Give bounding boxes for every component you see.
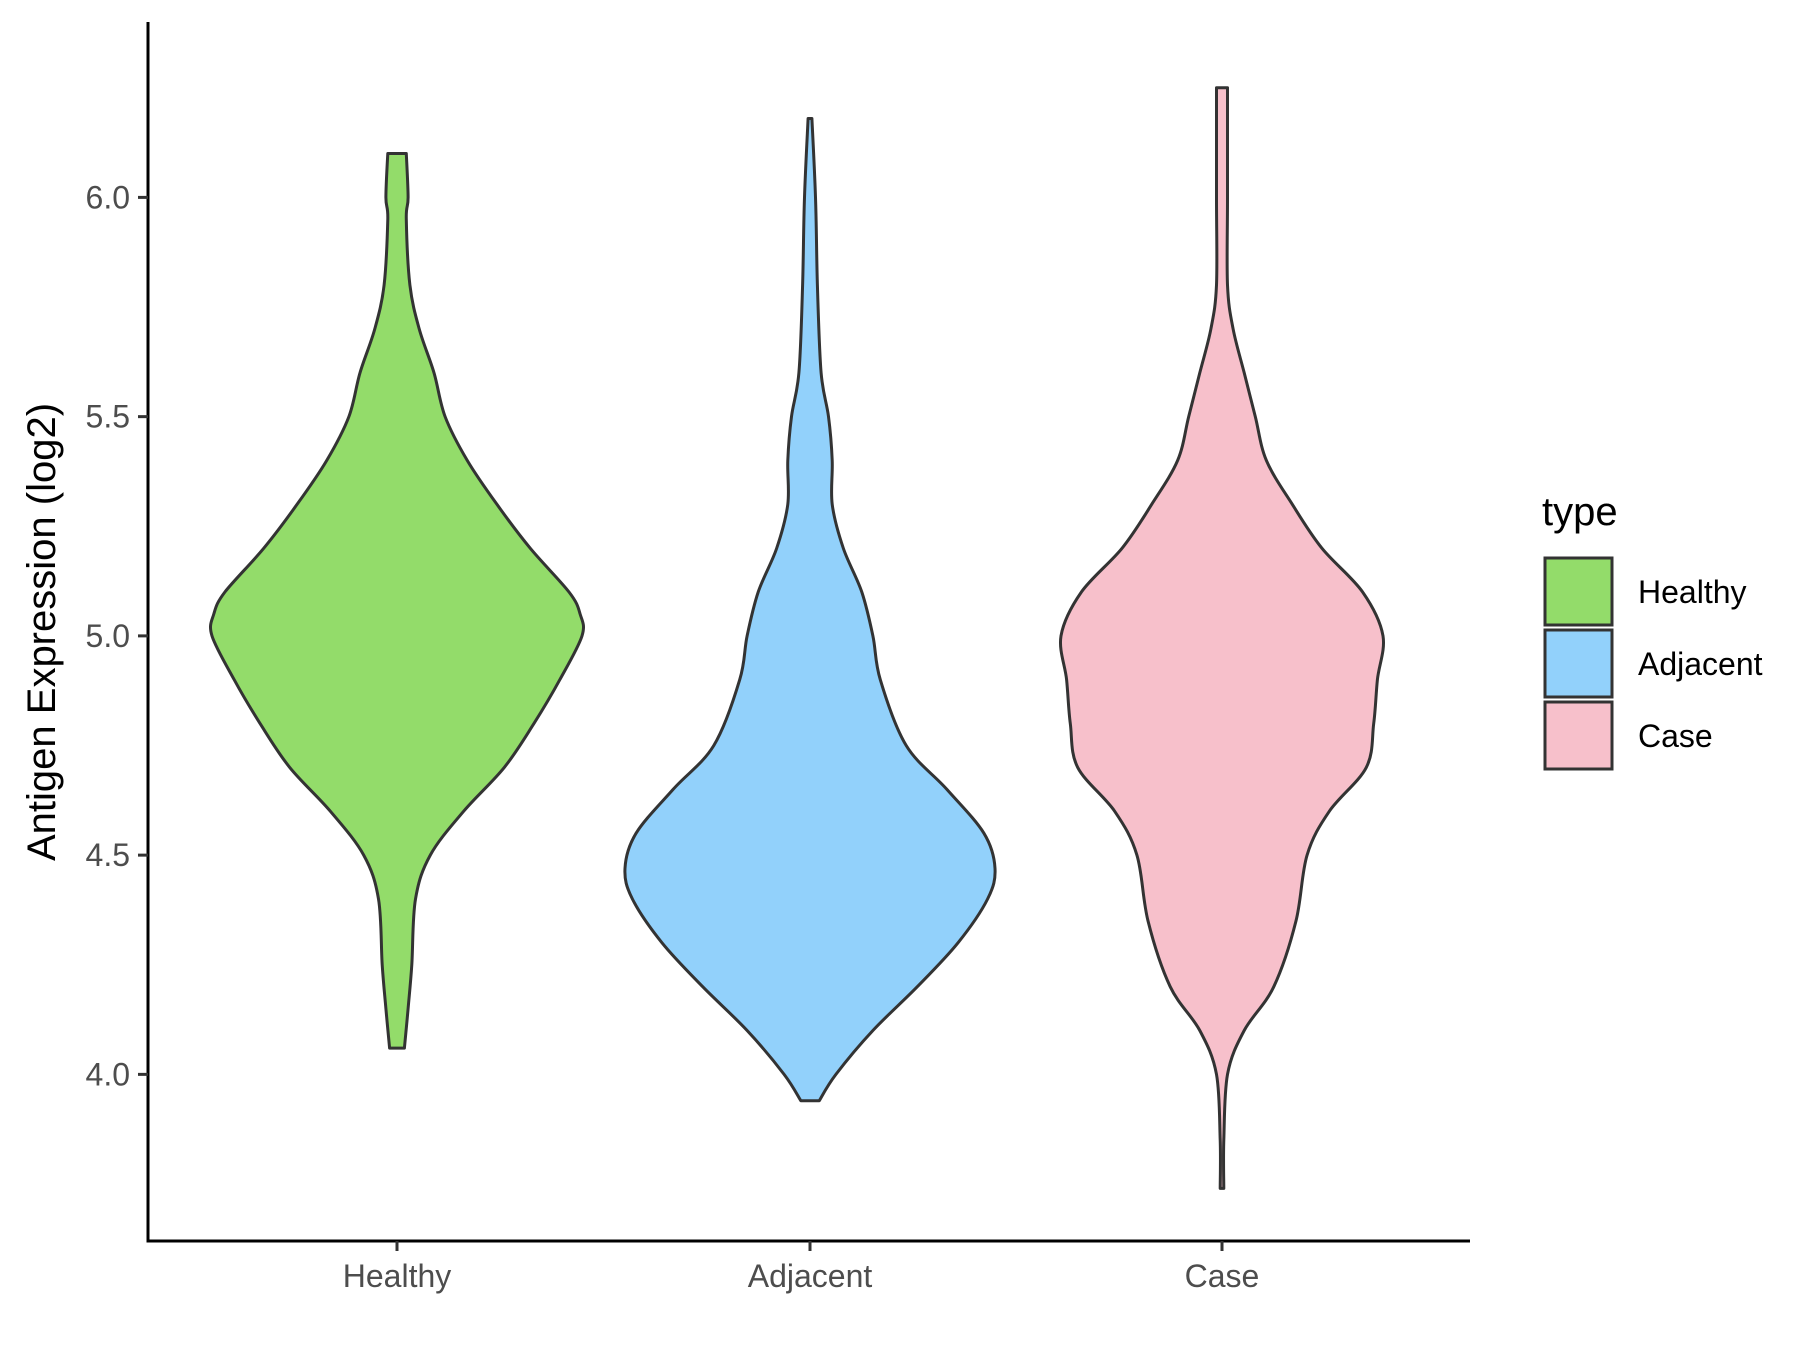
- legend-title: type: [1542, 490, 1618, 534]
- x-tick-label: Healthy: [343, 1258, 452, 1294]
- x-ticks: Healthy Adjacent Case: [343, 1241, 1260, 1294]
- y-ticks: 4.0 4.5 5.0 5.5 6.0: [86, 179, 148, 1092]
- legend-items: Healthy Adjacent Case: [1543, 556, 1763, 771]
- y-tick-label: 6.0: [86, 179, 130, 215]
- legend-label-adjacent: Adjacent: [1638, 646, 1763, 682]
- legend-key-adjacent: [1543, 628, 1614, 699]
- y-tick-label: 4.0: [86, 1056, 130, 1092]
- legend-label-case: Case: [1638, 718, 1713, 754]
- violin-layer: [209, 86, 1386, 1190]
- violin-adjacent: [623, 117, 997, 1103]
- legend-label-healthy: Healthy: [1638, 574, 1747, 610]
- violin-case: [1058, 86, 1386, 1190]
- y-tick-label: 4.5: [86, 837, 130, 873]
- y-axis-title: Antigen Expression (log2): [20, 403, 64, 861]
- y-tick-label: 5.0: [86, 618, 130, 654]
- legend-key-healthy: [1543, 556, 1614, 627]
- y-tick-label: 5.5: [86, 399, 130, 435]
- x-tick-label: Adjacent: [748, 1258, 873, 1294]
- legend: type Healthy Adjacent Case: [1542, 490, 1763, 771]
- violin-healthy: [209, 152, 585, 1050]
- x-tick-label: Case: [1185, 1258, 1260, 1294]
- legend-key-case: [1543, 700, 1614, 771]
